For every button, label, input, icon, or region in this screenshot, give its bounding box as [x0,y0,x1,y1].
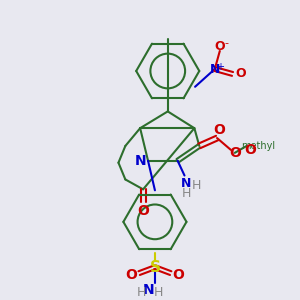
Text: N: N [210,62,220,76]
Text: H: H [192,179,201,192]
Text: S: S [149,260,161,275]
Text: O: O [235,68,246,80]
Text: H: H [136,286,146,299]
Text: O: O [125,268,137,282]
Text: O: O [173,268,184,282]
Text: H: H [182,187,191,200]
Text: N: N [143,283,155,297]
Text: N: N [181,177,192,190]
Text: O: O [244,143,256,157]
Text: N: N [134,154,146,168]
Text: -: - [225,38,229,48]
Text: O: O [229,146,241,160]
Text: methyl: methyl [242,141,275,151]
Text: H: H [154,286,164,299]
Text: O: O [213,123,225,137]
Text: O: O [214,40,225,53]
Text: +: + [216,62,224,72]
Text: O: O [137,204,149,218]
